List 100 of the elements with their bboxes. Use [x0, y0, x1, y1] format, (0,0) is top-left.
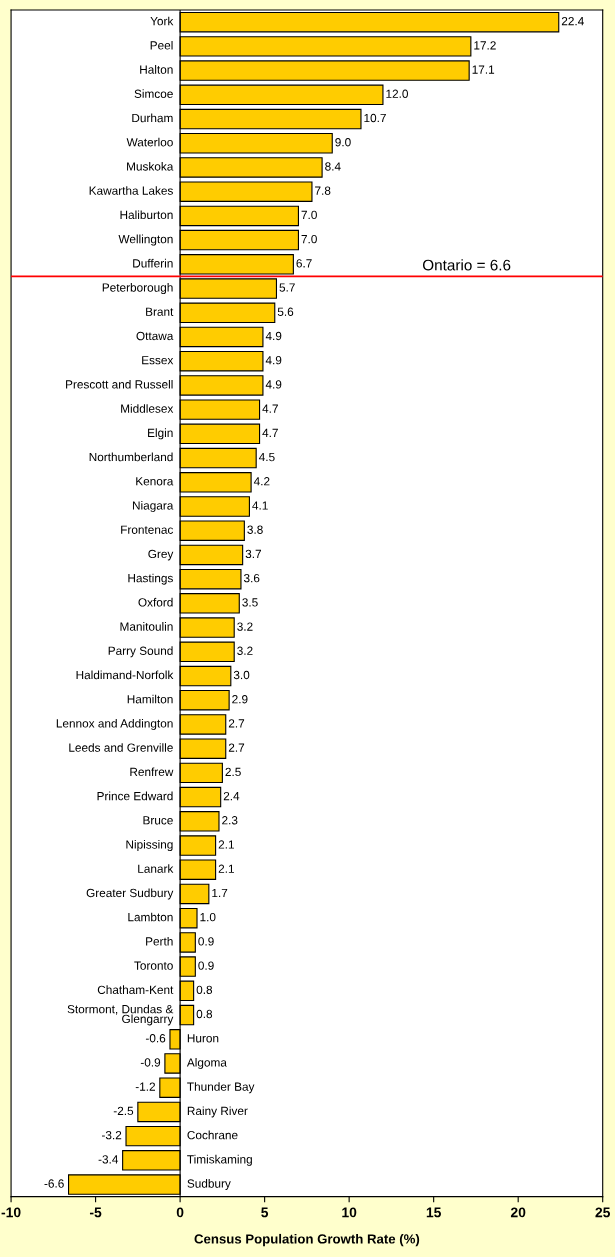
y-tick-label: Haliburton: [120, 210, 173, 220]
data-label: 9.0: [335, 138, 351, 147]
y-tick-label: Niagara: [132, 500, 174, 512]
y-tick-label: Peel: [150, 40, 173, 50]
data-label: 5.6: [277, 307, 294, 316]
data-label: -6.6: [44, 1179, 64, 1188]
data-label: 3.8: [247, 525, 263, 534]
data-label: 0.8: [196, 1009, 213, 1019]
data-label: 7.0: [301, 210, 317, 220]
data-label: 1.7: [212, 888, 228, 898]
y-tick-label: Hastings: [128, 573, 173, 585]
data-label: -0.6: [145, 1034, 166, 1043]
x-tick-label: -5: [89, 1207, 102, 1218]
y-tick-label: Algoma: [186, 1057, 227, 1069]
y-tick-label: Sudbury: [187, 1179, 231, 1191]
data-label: 2.3: [222, 816, 238, 825]
ref-line-label: Ontario = 6.6: [422, 259, 511, 271]
data-label: -3.2: [101, 1130, 122, 1140]
data-label: 4.7: [262, 404, 278, 413]
data-label: -1.2: [135, 1082, 156, 1091]
y-tick-label: Ottawa: [136, 331, 174, 341]
y-tick-label: Prescott and Russell: [66, 379, 173, 389]
y-tick-label: Greater Sudbury: [86, 888, 174, 900]
data-label: 7.0: [301, 234, 317, 244]
x-tick-label: 20: [510, 1207, 526, 1218]
y-tick-label: Cochrane: [187, 1130, 238, 1140]
data-label: -2.5: [113, 1106, 134, 1116]
data-label: 6.7: [296, 259, 312, 268]
data-label: 4.9: [265, 356, 282, 365]
y-tick-label: Huron: [187, 1034, 219, 1043]
data-label: 7.8: [315, 186, 331, 195]
y-tick-label: Perth: [146, 936, 173, 946]
x-tick-label: 0: [176, 1207, 184, 1218]
y-tick-label: Wellington: [118, 234, 173, 246]
data-label: 3.5: [242, 598, 258, 607]
data-label: 17.2: [474, 41, 496, 50]
y-tick-label: Oxford: [138, 597, 173, 607]
data-label: 4.1: [252, 501, 268, 510]
y-tick-label: Renfrew: [130, 767, 174, 777]
y-tick-label: Kawartha Lakes: [89, 186, 173, 195]
y-tick-label: Peterborough: [102, 283, 173, 295]
data-label: 5.7: [279, 283, 295, 292]
y-tick-label: Waterloo: [126, 137, 173, 147]
y-tick-label: Toronto: [134, 961, 173, 970]
data-label: 2.5: [225, 767, 241, 777]
y-tick-label: Durham: [132, 113, 173, 123]
y-tick-label: Chatham-Kent: [97, 985, 174, 994]
data-label: -3.4: [98, 1155, 119, 1164]
data-label: 3.6: [243, 573, 260, 583]
y-tick-label: Hamilton: [127, 694, 173, 704]
data-label: 2.1: [218, 864, 234, 873]
y-tick-label: Lanark: [138, 864, 174, 873]
y-tick-label: Simcoe: [134, 89, 173, 98]
x-tick-label: 5: [261, 1207, 269, 1218]
y-tick-label: Frontenac: [121, 525, 174, 534]
y-tick-label: Grey: [148, 549, 174, 561]
y-tick-label: Rainy River: [187, 1106, 248, 1118]
y-tick-label: Northumberland: [89, 452, 173, 462]
data-label: 0.9: [198, 961, 214, 970]
data-label: 2.9: [232, 695, 248, 704]
y-tick-label: Dufferin: [133, 258, 173, 268]
data-label: 4.7: [262, 428, 278, 437]
data-label: 2.7: [228, 719, 245, 728]
x-tick-label: 15: [426, 1207, 441, 1218]
data-label: 8.4: [325, 162, 341, 171]
data-label: -0.9: [140, 1058, 161, 1067]
x-tick-label: -10: [1, 1207, 21, 1218]
y-tick-label: Prince Edward: [97, 791, 173, 801]
data-label: 2.7: [228, 743, 245, 752]
data-label: 3.0: [233, 670, 250, 680]
data-label: 22.4: [561, 16, 584, 26]
data-label: 1.0: [200, 912, 216, 922]
y-tick-label: Lennox and Addington: [56, 718, 173, 730]
y-tick-label: Stormont, Dundas & Glengarry: [67, 1004, 174, 1026]
y-tick-label: Muskoka: [127, 161, 174, 171]
data-label: 3.2: [237, 646, 253, 655]
x-axis-title: Census Population Growth Rate (%): [194, 1233, 420, 1247]
y-tick-label: Middlesex: [121, 404, 174, 413]
data-label: 4.2: [253, 477, 270, 486]
data-label: 17.1: [472, 65, 495, 74]
data-label: 3.7: [245, 549, 261, 559]
data-label: 0.8: [196, 985, 213, 994]
y-tick-label: Essex: [142, 356, 174, 365]
data-label: 4.9: [265, 380, 282, 389]
data-label: 2.4: [223, 791, 240, 801]
data-label: 4.9: [265, 331, 282, 341]
y-tick-label: Kenora: [136, 477, 174, 486]
data-label: 2.1: [218, 840, 234, 849]
y-tick-label: Leeds and Grenville: [69, 743, 173, 752]
data-label: 12.0: [386, 89, 408, 98]
y-tick-label: York: [150, 16, 174, 26]
data-label: 0.9: [198, 937, 214, 946]
y-tick-label: Brant: [146, 307, 174, 316]
y-tick-label: Halton: [140, 65, 173, 74]
y-tick-label: Thunder Bay: [187, 1082, 255, 1094]
y-tick-label: Bruce: [143, 816, 173, 825]
y-tick-label: Elgin: [148, 428, 173, 440]
y-tick-label: Nipissing: [126, 840, 173, 852]
y-tick-label: Haldimand-Norfolk: [76, 670, 174, 680]
y-tick-label: Parry Sound: [108, 646, 173, 658]
